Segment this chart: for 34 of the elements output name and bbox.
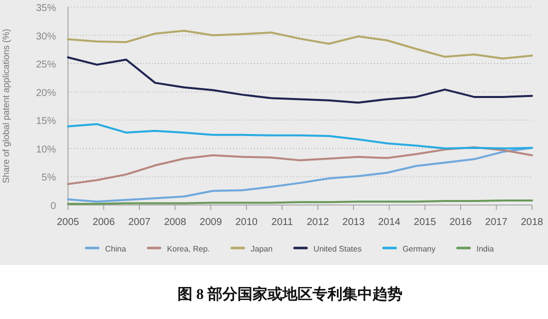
x-tick-label: 2006 xyxy=(92,217,116,228)
legend-label: Japan xyxy=(250,244,273,254)
legend-label: Germany xyxy=(402,244,436,254)
x-tick-label: 2005 xyxy=(56,217,80,228)
x-tick-label: 2014 xyxy=(378,217,401,228)
line-series xyxy=(67,56,533,104)
x-tick-label: 2015 xyxy=(414,217,436,228)
x-tick-label: 2018 xyxy=(520,217,544,228)
y-axis-title: Share of global patent applications (%) xyxy=(1,28,11,184)
x-tick-label: 2012 xyxy=(306,217,330,228)
x-tick-label: 2017 xyxy=(485,217,508,228)
y-tick-label: 15% xyxy=(36,116,56,128)
x-tick-label: 2016 xyxy=(449,217,472,228)
x-tick-label: 2011 xyxy=(271,217,294,228)
x-tick-label: 2009 xyxy=(200,217,222,228)
caption: 图 8 部分国家或地区专利集中趋势 xyxy=(178,285,402,303)
y-tick-label: 35% xyxy=(36,3,56,14)
x-tick-label: 2007 xyxy=(128,217,151,228)
x-tick-label: 2013 xyxy=(342,217,366,228)
y-tick-label: 30% xyxy=(36,31,56,42)
x-tick-label: 2008 xyxy=(164,217,187,228)
y-tick-label: 10% xyxy=(36,144,56,156)
legend-label: China xyxy=(105,244,127,254)
line-series xyxy=(67,30,533,60)
line-series xyxy=(67,146,533,186)
y-tick-label: 5% xyxy=(42,172,56,184)
y-tick-label: 0 xyxy=(50,201,56,212)
x-tick-label: 2010 xyxy=(235,217,258,228)
line-series xyxy=(67,123,533,150)
y-tick-label: 20% xyxy=(36,88,56,99)
legend-label: United States xyxy=(314,244,362,254)
legend-label: India xyxy=(476,244,494,254)
legend-label: Korea, Rep. xyxy=(167,244,210,254)
y-tick-label: 25% xyxy=(36,60,56,71)
